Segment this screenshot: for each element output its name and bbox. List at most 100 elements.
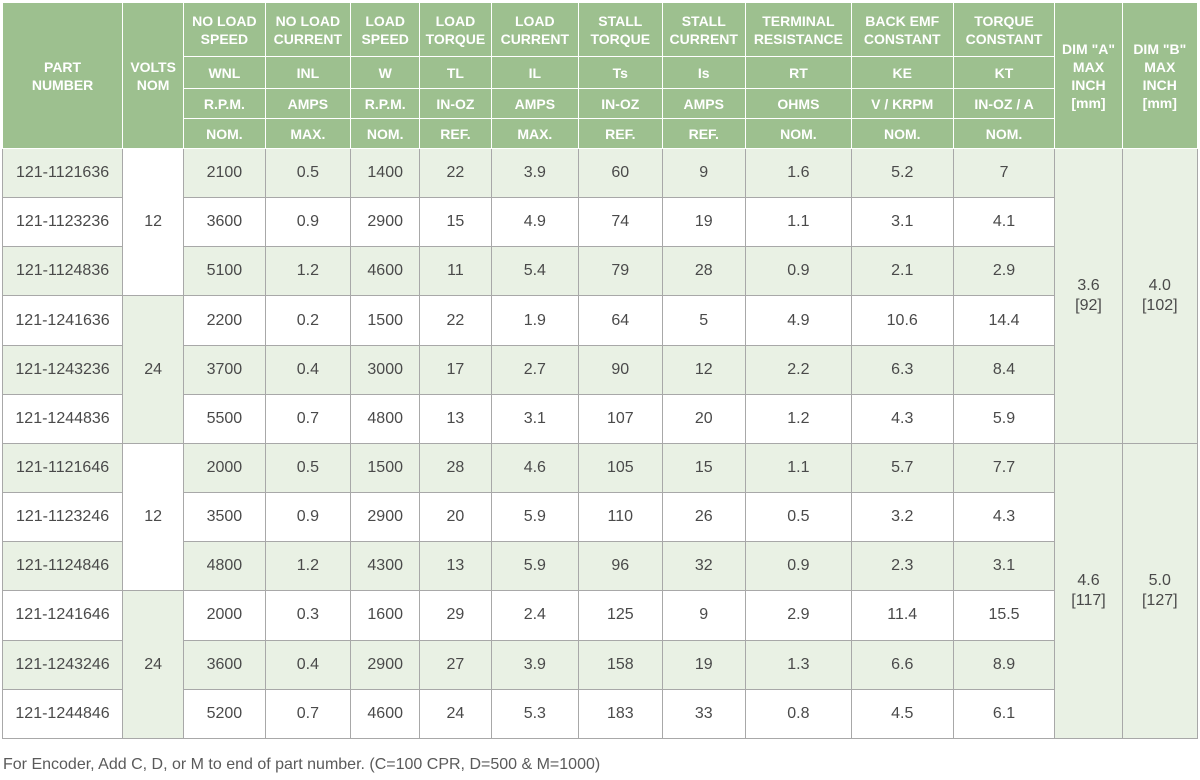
col-qualifier-header: MAX. <box>490 118 580 149</box>
value-cell: 1.3 <box>744 639 852 690</box>
value-cell: 2.9 <box>744 590 852 641</box>
value-cell: 15 <box>661 442 746 494</box>
dim-b-cell: 5.0 [127] <box>1121 442 1199 740</box>
value-cell: 0.7 <box>264 393 352 444</box>
part-number-cell: 121-1124846 <box>1 541 124 592</box>
value-cell: 5.9 <box>490 492 580 543</box>
value-cell: 0.5 <box>744 492 852 543</box>
value-cell: 4.9 <box>490 197 580 248</box>
value-cell: 24 <box>419 688 492 740</box>
value-cell: 33 <box>661 688 746 740</box>
value-cell: 183 <box>578 688 663 740</box>
value-cell: 2.4 <box>490 590 580 641</box>
col-title-header: TORQUE CONSTANT <box>952 2 1056 57</box>
value-cell: 4.1 <box>952 197 1056 248</box>
value-cell: 4800 <box>183 541 266 592</box>
volts-cell: 24 <box>122 590 185 739</box>
value-cell: 6.6 <box>850 639 954 690</box>
col-qualifier-header: NOM. <box>952 118 1056 149</box>
value-cell: 19 <box>661 639 746 690</box>
value-cell: 17 <box>419 344 492 395</box>
value-cell: 2000 <box>183 590 266 641</box>
encoder-footnote: For Encoder, Add C, D, or M to end of pa… <box>3 756 601 773</box>
value-cell: 13 <box>419 541 492 592</box>
col-symbol-header: KE <box>850 56 954 89</box>
value-cell: 4300 <box>350 541 421 592</box>
dim-b-value: 4.0 <box>1148 276 1171 294</box>
value-cell: 4600 <box>350 246 421 297</box>
value-cell: 0.5 <box>264 147 352 199</box>
table-header: PART NUMBER VOLTS NOM NO LOAD SPEED NO LO… <box>1 2 1199 149</box>
value-cell: 1.6 <box>744 147 852 199</box>
col-title-header: LOAD SPEED <box>350 2 421 57</box>
col-unit-header: R.P.M. <box>183 88 266 119</box>
part-number-cell: 121-1124836 <box>1 246 124 297</box>
part-number-cell: 121-1123246 <box>1 492 124 543</box>
col-title-header: LOAD CURRENT <box>490 2 580 57</box>
col-unit-header: AMPS <box>264 88 352 119</box>
dim-a-cell: 4.6 [117] <box>1054 442 1123 740</box>
value-cell: 8.4 <box>952 344 1056 395</box>
col-qualifier-header: REF. <box>578 118 663 149</box>
dim-b-value: 5.0 <box>1148 571 1171 589</box>
value-cell: 3600 <box>183 639 266 690</box>
value-cell: 4.6 <box>490 442 580 494</box>
col-unit-header: AMPS <box>490 88 580 119</box>
value-cell: 26 <box>661 492 746 543</box>
value-cell: 11.4 <box>850 590 954 641</box>
dim-a-value: 4.6 <box>1077 571 1100 589</box>
dim-a-header: DIM "A" MAX INCH [mm] <box>1054 2 1123 149</box>
volts-cell: 12 <box>122 442 185 592</box>
value-cell: 28 <box>419 442 492 494</box>
col-symbol-header: KT <box>952 56 1056 89</box>
value-cell: 6.3 <box>850 344 954 395</box>
dim-a-value: [92] <box>1075 296 1102 314</box>
dim-b-header: DIM "B" MAX INCH [mm] <box>1121 2 1199 149</box>
value-cell: 2000 <box>183 442 266 494</box>
value-cell: 1.1 <box>744 442 852 494</box>
value-cell: 74 <box>578 197 663 248</box>
value-cell: 5 <box>661 295 746 346</box>
part-number-header: PART NUMBER <box>1 2 124 149</box>
table-row: 121-1123236 3600 0.9 2900 15 4.9 74 19 1.1 3.1 4.1 <box>1 197 1198 248</box>
value-cell: 7 <box>952 147 1056 199</box>
value-cell: 5.7 <box>850 442 954 494</box>
col-unit-header: AMPS <box>661 88 746 119</box>
value-cell: 3000 <box>350 344 421 395</box>
header-row-qualifiers: NOM. MAX. NOM. REF. MAX. REF. REF. NOM. … <box>3 118 1198 149</box>
value-cell: 3600 <box>183 197 266 248</box>
col-unit-header: IN-OZ / A <box>952 88 1056 119</box>
value-cell: 3.1 <box>952 541 1056 592</box>
value-cell: 2.9 <box>952 246 1056 297</box>
value-cell: 3.1 <box>850 197 954 248</box>
value-cell: 107 <box>578 393 663 444</box>
value-cell: 4.3 <box>850 393 954 444</box>
value-cell: 64 <box>578 295 663 346</box>
value-cell: 110 <box>578 492 663 543</box>
col-symbol-header: WNL <box>183 56 266 89</box>
value-cell: 5.9 <box>952 393 1056 444</box>
value-cell: 5100 <box>183 246 266 297</box>
table-row: 121-1243246 3600 0.4 2900 27 3.9 158 19 1.3 6.6 8.… <box>1 639 1198 690</box>
value-cell: 7.7 <box>952 442 1056 494</box>
value-cell: 5200 <box>183 688 266 740</box>
value-cell: 29 <box>419 590 492 641</box>
table-row: 121-1244836 5500 0.7 4800 13 3.1 107 20 1.2 4.3 5.… <box>1 393 1198 444</box>
part-number-cell: 121-1123236 <box>1 197 124 248</box>
dim-a-value: 3.6 <box>1077 276 1100 294</box>
value-cell: 0.7 <box>264 688 352 740</box>
value-cell: 1500 <box>350 442 421 494</box>
table-row: 121-1244846 5200 0.7 4600 24 5.3 183 33 0.8 4.5 6.… <box>1 688 1198 740</box>
col-symbol-header: INL <box>264 56 352 89</box>
value-cell: 79 <box>578 246 663 297</box>
value-cell: 0.8 <box>744 688 852 740</box>
dim-b-cell: 4.0 [102] <box>1121 148 1199 444</box>
value-cell: 158 <box>578 639 663 690</box>
table-row: 121-1241636 24 2200 0.2 1500 22 1.9 64 5 4.9 10.6 1… <box>1 295 1198 444</box>
value-cell: 4600 <box>350 688 421 740</box>
value-cell: 0.4 <box>264 639 352 690</box>
value-cell: 96 <box>578 541 663 592</box>
part-number-cell: 121-1244846 <box>1 688 124 740</box>
table-row: 121-1123246 3500 0.9 2900 20 5.9 110 26 0.5 3.2 4.… <box>1 492 1198 543</box>
value-cell: 2100 <box>183 147 266 199</box>
